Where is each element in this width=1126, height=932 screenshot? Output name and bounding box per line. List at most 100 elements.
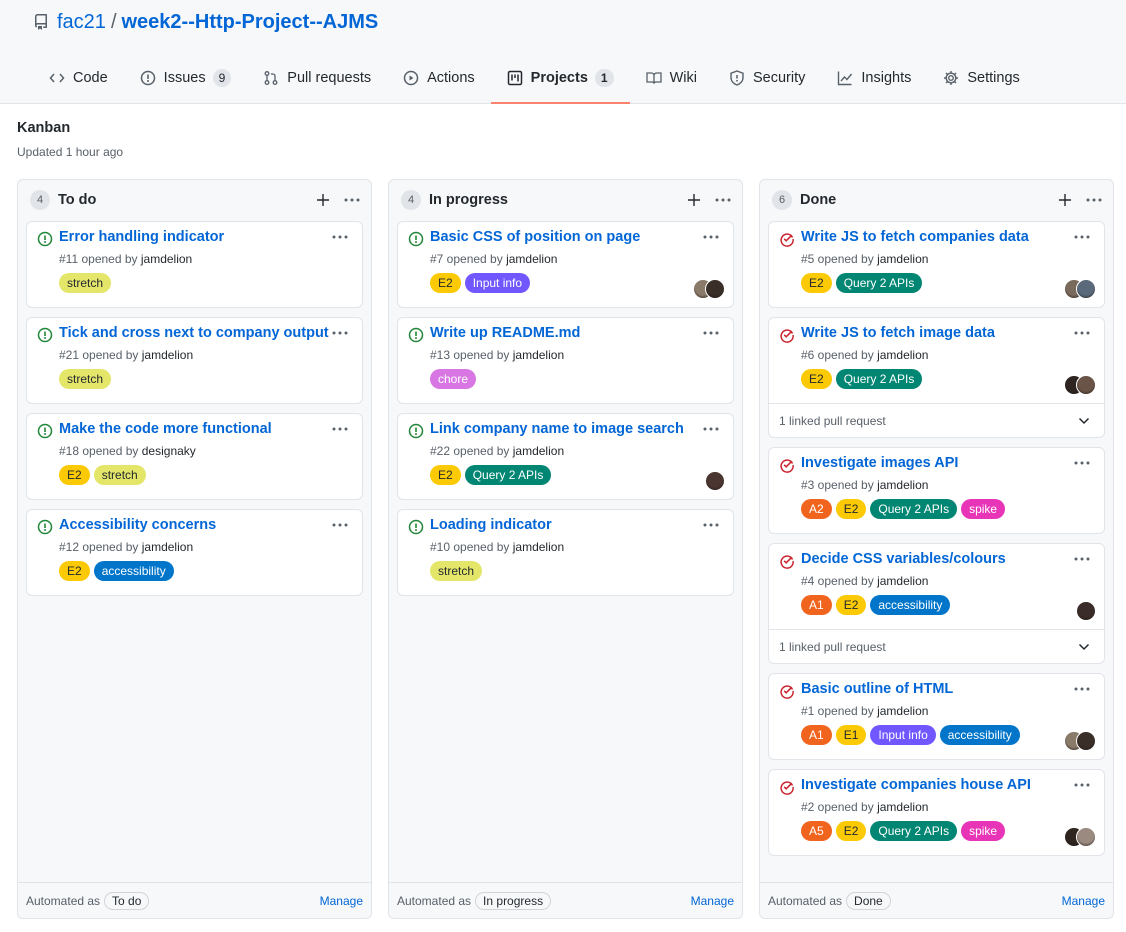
label-badge[interactable]: E2 <box>835 499 867 519</box>
label-badge[interactable]: E2 <box>801 369 832 389</box>
issue-title-link[interactable]: Tick and cross next to company output <box>59 325 329 341</box>
label-badge[interactable]: Query 2 APIs <box>464 465 552 485</box>
issue-title-link[interactable]: Write up README.md <box>430 325 581 341</box>
avatar[interactable] <box>1076 827 1096 847</box>
avatar[interactable] <box>1076 375 1096 395</box>
issue-title-link[interactable]: Basic CSS of position on page <box>430 229 641 245</box>
avatar[interactable] <box>1076 731 1096 751</box>
label-badge[interactable]: Query 2 APIs <box>835 369 923 389</box>
label-badge[interactable]: Query 2 APIs <box>835 273 923 293</box>
plus-icon[interactable] <box>1054 189 1076 211</box>
label-badge[interactable]: E2 <box>59 561 90 581</box>
author-link[interactable]: jamdelion <box>512 540 565 554</box>
label-badge[interactable]: E2 <box>835 595 867 615</box>
author-link[interactable]: jamdelion <box>877 348 929 362</box>
tab-code[interactable]: Code <box>33 60 124 96</box>
issue-title-link[interactable]: Accessibility concerns <box>59 517 217 533</box>
kebab-horizontal-icon[interactable] <box>1072 325 1092 341</box>
label-badge[interactable]: A2 <box>801 499 832 519</box>
label-badge[interactable]: A1 <box>801 725 832 745</box>
tab-security[interactable]: Security <box>713 60 821 96</box>
label-badge[interactable]: stretch <box>59 369 112 389</box>
label-badge[interactable]: E2 <box>430 465 461 485</box>
label-badge[interactable]: Input info <box>870 725 936 745</box>
repo-name-link[interactable]: week2--Http-Project--AJMS <box>121 10 379 33</box>
issue-title-link[interactable]: Investigate images API <box>801 455 959 471</box>
author-link[interactable]: jamdelion <box>877 574 929 588</box>
tab-wiki[interactable]: Wiki <box>630 60 713 96</box>
tab-pull-requests[interactable]: Pull requests <box>247 60 387 96</box>
label-badge[interactable]: accessibility <box>93 561 174 581</box>
author-link[interactable]: jamdelion <box>877 478 929 492</box>
label-badge[interactable]: stretch <box>430 561 483 581</box>
author-link[interactable]: jamdelion <box>141 348 194 362</box>
label-badge[interactable]: stretch <box>59 273 112 293</box>
author-link[interactable]: jamdelion <box>877 252 929 266</box>
author-link[interactable]: designaky <box>141 444 196 458</box>
label-badge[interactable]: E2 <box>430 273 461 293</box>
author-link[interactable]: jamdelion <box>506 252 558 266</box>
linked-pull-request-toggle[interactable]: 1 linked pull request <box>769 403 1104 437</box>
label-badge[interactable]: spike <box>961 499 1006 519</box>
kebab-horizontal-icon[interactable] <box>330 421 350 437</box>
avatar[interactable] <box>705 471 725 491</box>
author-link[interactable]: jamdelion <box>140 252 193 266</box>
label-badge[interactable]: A1 <box>801 595 832 615</box>
kebab-horizontal-icon[interactable] <box>1072 455 1092 471</box>
kebab-horizontal-icon[interactable] <box>712 189 734 211</box>
label-badge[interactable]: E2 <box>801 273 832 293</box>
author-link[interactable]: jamdelion <box>141 540 194 554</box>
kebab-horizontal-icon[interactable] <box>330 325 350 341</box>
label-badge[interactable]: Query 2 APIs <box>870 821 958 841</box>
avatar[interactable] <box>705 279 725 299</box>
issue-title-link[interactable]: Decide CSS variables/colours <box>801 551 1006 567</box>
author-link[interactable]: jamdelion <box>877 800 929 814</box>
issue-title-link[interactable]: Write JS to fetch image data <box>801 325 995 341</box>
label-badge[interactable]: accessibility <box>870 595 951 615</box>
kebab-horizontal-icon[interactable] <box>1083 189 1105 211</box>
plus-icon[interactable] <box>312 189 334 211</box>
label-badge[interactable]: stretch <box>93 465 146 485</box>
label-badge[interactable]: spike <box>961 821 1006 841</box>
kebab-horizontal-icon[interactable] <box>1072 229 1092 245</box>
kebab-horizontal-icon[interactable] <box>330 517 350 533</box>
tab-projects[interactable]: Projects 1 <box>490 60 630 104</box>
kebab-horizontal-icon[interactable] <box>701 325 721 341</box>
author-link[interactable]: jamdelion <box>877 704 929 718</box>
tab-settings[interactable]: Settings <box>927 60 1035 96</box>
kebab-horizontal-icon[interactable] <box>701 421 721 437</box>
author-link[interactable]: jamdelion <box>512 348 565 362</box>
kebab-horizontal-icon[interactable] <box>701 229 721 245</box>
kebab-horizontal-icon[interactable] <box>1072 777 1092 793</box>
manage-automation-link[interactable]: Manage <box>1061 893 1105 908</box>
label-badge[interactable]: accessibility <box>939 725 1020 745</box>
avatar[interactable] <box>1076 279 1096 299</box>
linked-pull-request-toggle[interactable]: 1 linked pull request <box>769 629 1104 663</box>
kebab-horizontal-icon[interactable] <box>701 517 721 533</box>
label-badge[interactable]: E2 <box>835 821 867 841</box>
label-badge[interactable]: chore <box>430 369 477 389</box>
manage-automation-link[interactable]: Manage <box>319 893 363 908</box>
avatar[interactable] <box>1076 601 1096 621</box>
label-badge[interactable]: Input info <box>464 273 531 293</box>
tab-insights[interactable]: Insights <box>821 60 927 96</box>
plus-icon[interactable] <box>683 189 705 211</box>
tab-issues[interactable]: Issues 9 <box>124 60 248 96</box>
issue-title-link[interactable]: Error handling indicator <box>59 229 225 245</box>
label-badge[interactable]: E2 <box>59 465 90 485</box>
kebab-horizontal-icon[interactable] <box>341 189 363 211</box>
issue-title-link[interactable]: Link company name to image search <box>430 421 684 437</box>
kebab-horizontal-icon[interactable] <box>330 229 350 245</box>
tab-actions[interactable]: Actions <box>387 60 491 96</box>
label-badge[interactable]: Query 2 APIs <box>870 499 958 519</box>
issue-title-link[interactable]: Write JS to fetch companies data <box>801 229 1029 245</box>
label-badge[interactable]: A5 <box>801 821 832 841</box>
label-badge[interactable]: E1 <box>835 725 867 745</box>
issue-title-link[interactable]: Make the code more functional <box>59 421 272 437</box>
issue-title-link[interactable]: Loading indicator <box>430 517 552 533</box>
issue-title-link[interactable]: Investigate companies house API <box>801 777 1031 793</box>
kebab-horizontal-icon[interactable] <box>1072 681 1092 697</box>
issue-title-link[interactable]: Basic outline of HTML <box>801 681 954 697</box>
kebab-horizontal-icon[interactable] <box>1072 551 1092 567</box>
author-link[interactable]: jamdelion <box>512 444 565 458</box>
